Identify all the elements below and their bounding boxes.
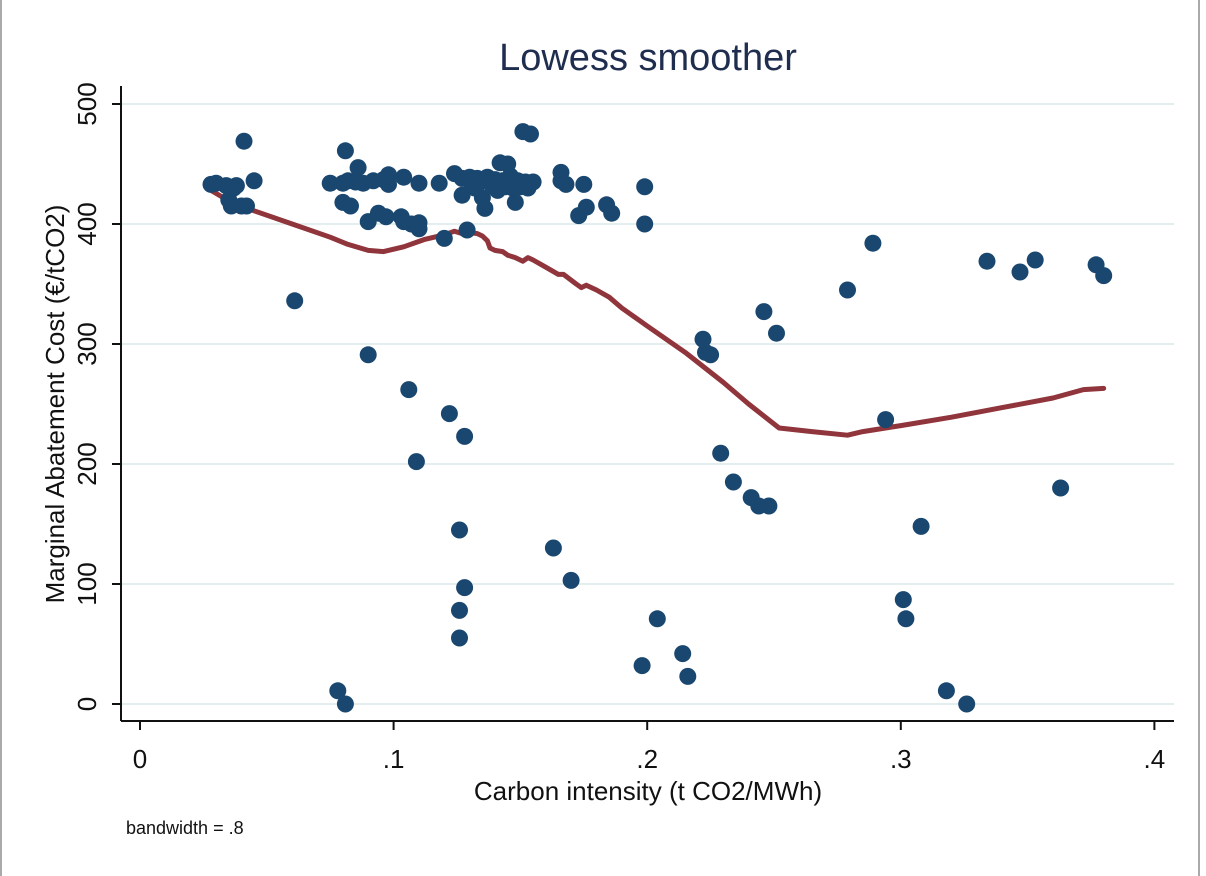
data-point-41 [435, 229, 453, 247]
data-point-34 [400, 381, 418, 399]
data-point-9 [238, 197, 255, 215]
data-point-50 [456, 579, 474, 597]
data-point-16 [336, 142, 354, 160]
data-point-10 [245, 172, 263, 190]
data-point-103 [768, 324, 785, 342]
data-point-113 [1011, 263, 1029, 281]
y-axis-title: Marginal Abatement Cost (€/tCO2) [40, 205, 70, 604]
y-tick-label-300: 300 [72, 322, 102, 365]
data-point-97 [712, 444, 730, 462]
data-point-92 [674, 645, 692, 663]
data-point-82 [562, 571, 580, 589]
y-axis-ticks: 0 100 200 300 400 500 [72, 82, 121, 711]
bandwidth-note: bandwidth = .8 [126, 818, 244, 838]
x-tick-label-0: 0 [133, 744, 147, 774]
data-point-17 [336, 695, 354, 713]
data-point-40 [430, 174, 448, 192]
data-point-46 [451, 629, 468, 647]
data-point-32 [395, 168, 413, 186]
data-point-109 [912, 517, 930, 535]
y-tick-label-400: 400 [72, 202, 102, 245]
data-point-81 [557, 175, 575, 193]
data-point-90 [636, 215, 654, 233]
data-point-45 [451, 521, 468, 539]
data-point-87 [603, 204, 621, 222]
data-point-91 [648, 610, 666, 628]
x-axis-ticks: 0 .1 .2 .3 .4 [133, 721, 1165, 774]
lowess-layer [208, 187, 1107, 438]
data-point-30 [380, 166, 397, 184]
x-tick-label-1: .1 [383, 744, 405, 774]
x-tick-label-2: .2 [636, 744, 658, 774]
data-point-19 [342, 197, 359, 215]
data-point-107 [894, 591, 912, 609]
y-tick-label-200: 200 [72, 442, 102, 485]
data-point-42 [440, 405, 458, 423]
data-point-89 [636, 178, 654, 196]
data-point-106 [877, 411, 895, 429]
data-point-51 [458, 221, 476, 239]
data-point-84 [575, 175, 593, 193]
data-point-88 [633, 657, 651, 675]
data-point-115 [1052, 479, 1070, 497]
y-tick-label-0: 0 [72, 697, 102, 711]
data-point-110 [937, 682, 955, 700]
data-point-6 [227, 177, 245, 195]
data-point-78 [544, 539, 562, 557]
data-point-117 [1095, 267, 1113, 285]
data-point-11 [286, 292, 304, 310]
scatter-points [202, 123, 1113, 713]
x-tick-label-4: .4 [1144, 744, 1166, 774]
data-point-94 [694, 330, 712, 348]
data-point-8 [235, 132, 253, 150]
data-point-39 [410, 220, 428, 238]
data-point-13 [329, 682, 347, 700]
data-point-105 [864, 234, 882, 252]
data-point-104 [839, 281, 856, 299]
data-point-12 [321, 174, 339, 192]
data-point-114 [1026, 251, 1044, 269]
chart-title: Lowess smoother [499, 37, 797, 79]
data-point-108 [897, 610, 915, 628]
data-point-58 [476, 199, 494, 217]
data-point-49 [456, 427, 474, 445]
data-point-70 [506, 193, 524, 211]
data-point-21 [349, 159, 367, 177]
x-axis-title: Carbon intensity (t CO2/MWh) [474, 776, 822, 806]
data-point-93 [679, 667, 697, 685]
data-point-28 [377, 208, 395, 226]
data-point-76 [522, 125, 539, 143]
data-point-96 [702, 346, 720, 364]
y-tick-label-500: 500 [72, 82, 102, 125]
data-point-102 [760, 497, 778, 515]
data-point-77 [524, 173, 542, 191]
data-point-101 [755, 303, 773, 321]
data-point-44 [451, 601, 468, 619]
data-point-23 [359, 346, 377, 364]
y-tick-label-100: 100 [72, 562, 102, 605]
data-point-85 [577, 198, 595, 216]
lowess-line [208, 187, 1107, 438]
data-point-112 [978, 252, 996, 270]
data-point-111 [958, 695, 976, 713]
x-tick-label-3: .3 [890, 744, 912, 774]
data-point-36 [407, 453, 425, 471]
data-point-98 [724, 473, 742, 491]
data-point-37 [410, 174, 428, 192]
